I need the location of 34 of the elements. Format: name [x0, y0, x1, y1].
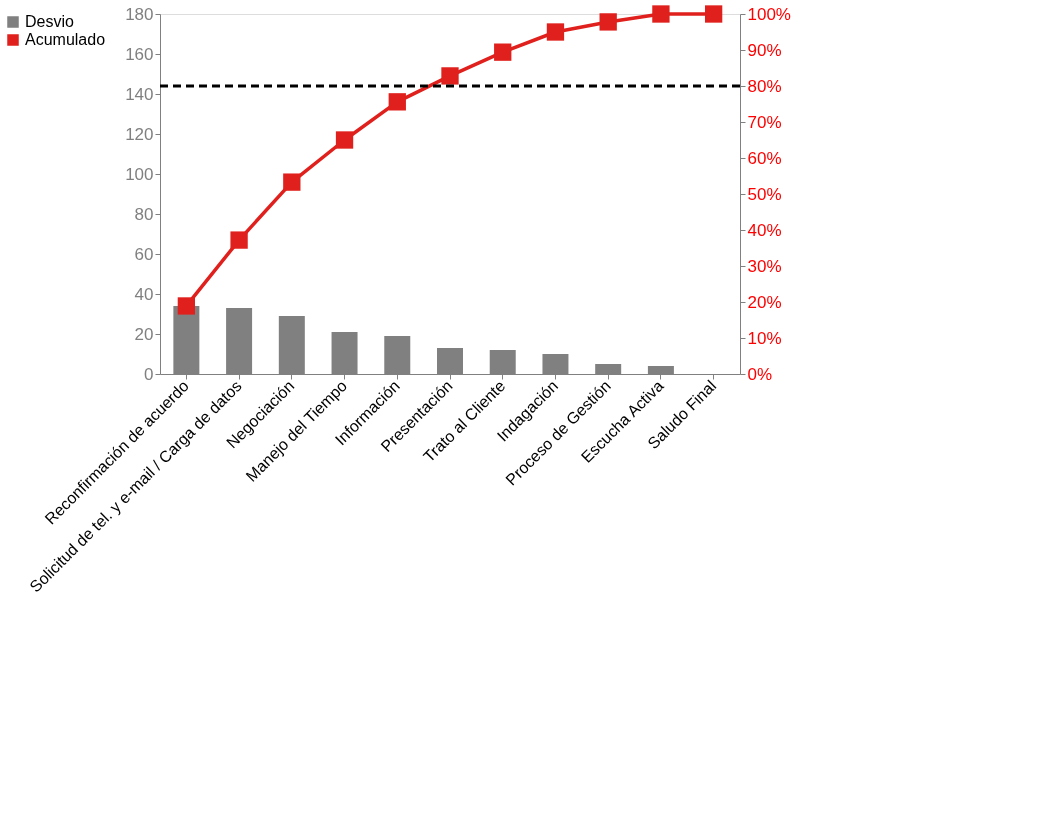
y2-tick-label: 50% — [747, 184, 782, 204]
y2-tick-label: 90% — [747, 40, 782, 60]
y-tick-label: 120 — [125, 124, 154, 144]
y-tick-label: 40 — [134, 284, 154, 304]
y2-tick-label: 60% — [747, 148, 782, 168]
legend-label: Desvio — [25, 13, 75, 30]
point — [599, 13, 617, 31]
y2-tick-label: 40% — [747, 220, 782, 240]
y-tick-label: 0 — [144, 364, 154, 384]
point — [704, 5, 723, 23]
point — [230, 231, 248, 249]
point — [494, 43, 512, 61]
y2-tick-label: 80% — [747, 76, 782, 96]
y2-tick-label: 30% — [747, 256, 782, 276]
point — [335, 131, 354, 149]
y-tick-label: 100 — [125, 164, 154, 184]
legend-label: Acumulado — [25, 31, 106, 48]
y2-tick-label: 70% — [747, 112, 782, 132]
y2-tick-label: 100% — [747, 4, 791, 24]
point — [441, 67, 459, 85]
y-tick-label: 60 — [134, 244, 154, 264]
point — [177, 297, 196, 315]
y-tick-label: 20 — [134, 324, 154, 344]
y-tick-label: 180 — [125, 4, 154, 24]
y2-tick-label: 20% — [747, 292, 782, 312]
y2-tick-label: 0% — [747, 364, 773, 384]
point — [283, 173, 301, 191]
y-tick-label: 160 — [125, 44, 154, 64]
y2-tick-label: 10% — [747, 328, 782, 348]
point — [388, 93, 406, 111]
y-tick-label: 80 — [134, 204, 154, 224]
point — [652, 5, 670, 23]
y-tick-label: 140 — [125, 84, 154, 104]
point — [546, 23, 565, 41]
